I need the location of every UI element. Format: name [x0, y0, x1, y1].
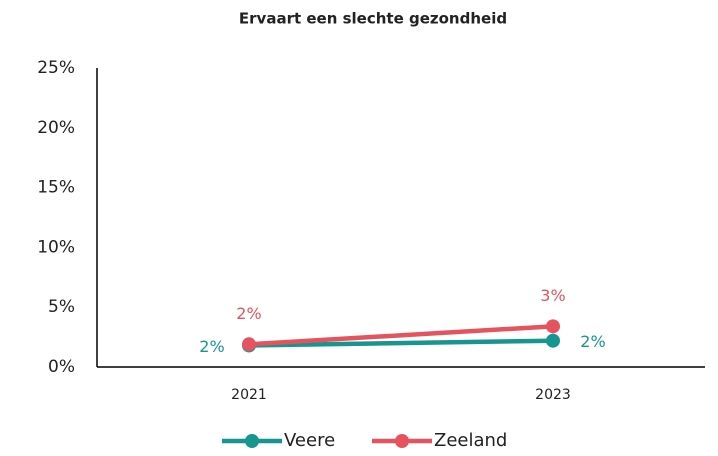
value-label: 2% — [236, 304, 261, 323]
legend-label: Zeeland — [434, 430, 507, 451]
y-tick-label: 10% — [37, 237, 75, 257]
value-label: 2% — [199, 337, 224, 356]
series-line — [248, 324, 554, 347]
x-tick-label: 2023 — [535, 387, 571, 403]
y-tick-label: 25% — [37, 58, 75, 78]
y-tick-label: 5% — [48, 297, 75, 317]
value-label: 3% — [540, 286, 565, 305]
y-tick-label: 15% — [37, 178, 75, 198]
y-tick-label: 20% — [37, 118, 75, 138]
chart-title: Ervaart een slechte gezondheid — [239, 10, 507, 28]
value-label: 2% — [580, 332, 605, 351]
series-line — [248, 338, 554, 348]
legend-label: Veere — [284, 430, 335, 451]
legend-marker — [245, 434, 259, 448]
point — [546, 333, 560, 348]
point — [242, 337, 256, 352]
point — [546, 319, 560, 334]
y-tick-label: 0% — [48, 357, 75, 377]
x-tick-label: 2021 — [231, 387, 267, 403]
legend-marker — [395, 434, 409, 448]
